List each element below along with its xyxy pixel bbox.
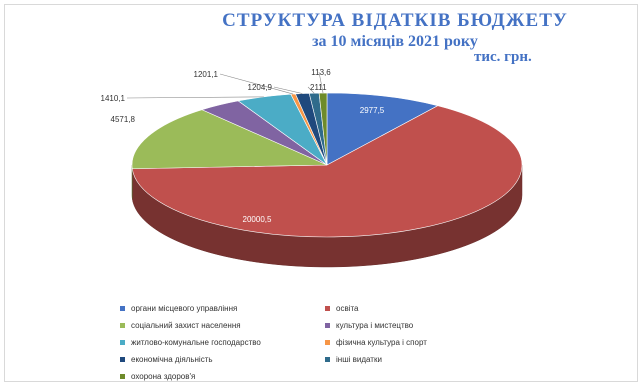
legend-entry: освіта xyxy=(325,304,520,313)
legend-entry: економічна діяльність xyxy=(120,355,325,364)
legend-entry: фізична культура і спорт xyxy=(325,338,520,347)
pie-data-label-1: 20000,5 xyxy=(243,215,272,224)
legend-swatch xyxy=(120,357,125,362)
legend-swatch xyxy=(325,340,330,345)
pie-leader-line-5 xyxy=(219,73,294,95)
pie-data-label-8: 113,6 xyxy=(311,68,331,77)
legend-label: освіта xyxy=(336,304,359,313)
legend-swatch xyxy=(120,374,125,379)
pie-data-label-2: 4571,8 xyxy=(111,115,136,124)
legend-row: житлово-комунальне господарство фізична к… xyxy=(120,334,520,351)
legend-swatch xyxy=(325,306,330,311)
legend-swatch xyxy=(120,323,125,328)
legend-entry: соціальний захист населення xyxy=(120,321,325,330)
chart-unit: тис. грн. xyxy=(474,49,532,65)
pie-data-label-4: 1410,1 xyxy=(101,94,126,103)
pie-data-label-7: 2111 xyxy=(310,83,327,92)
legend-label: фізична культура і спорт xyxy=(336,338,427,347)
chart-subtitle: за 10 місяців 2021 року xyxy=(312,33,478,50)
chart-title: СТРУКТУРА ВІДАТКІВ БЮДЖЕТУ xyxy=(222,10,568,31)
legend-label: охорона здоров'я xyxy=(131,372,196,381)
legend-label: соціальний захист населення xyxy=(131,321,241,330)
legend-entry: житлово-комунальне господарство xyxy=(120,338,325,347)
legend-swatch xyxy=(325,323,330,328)
legend-swatch xyxy=(120,306,125,311)
legend-label: культура і мистецтво xyxy=(336,321,414,330)
chart-title-block: СТРУКТУРА ВІДАТКІВ БЮДЖЕТУ за 10 місяців… xyxy=(205,10,585,51)
legend-entry: охорона здоров'я xyxy=(120,372,325,381)
pie-slice-2 xyxy=(131,109,328,170)
legend-swatch xyxy=(325,357,330,362)
legend-swatch xyxy=(120,340,125,345)
pie-data-label-6: 1204,9 xyxy=(248,83,273,92)
legend-entry: культура і мистецтво xyxy=(325,321,520,330)
pie-slice-1 xyxy=(131,105,523,238)
pie-slice-0 xyxy=(326,92,439,166)
legend-label: економічна діяльність xyxy=(131,355,213,364)
legend-row: економічна діяльність інші видатки xyxy=(120,351,520,368)
legend-row: органи місцевого управління освіта xyxy=(120,300,520,317)
legend-entry: органи місцевого управління xyxy=(120,304,325,313)
legend-row: охорона здоров'я xyxy=(120,368,520,385)
pie-data-label-0: 2977,5 xyxy=(360,106,385,115)
legend-label: інші видатки xyxy=(336,355,382,364)
legend-entry: інші видатки xyxy=(325,355,520,364)
legend-label: житлово-комунальне господарство xyxy=(131,338,261,347)
pie-leader-line-8 xyxy=(318,71,324,94)
chart-legend: органи місцевого управління освіта соціаль… xyxy=(120,300,520,385)
pie-leader-line-4 xyxy=(126,96,264,99)
pie-data-label-5: 1201,1 xyxy=(194,70,219,79)
legend-label: органи місцевого управління xyxy=(131,304,238,313)
pie-leader-line-6 xyxy=(273,86,303,94)
legend-row: соціальний захист населення культура і ми… xyxy=(120,317,520,334)
pie-leader-line-7 xyxy=(307,86,315,94)
